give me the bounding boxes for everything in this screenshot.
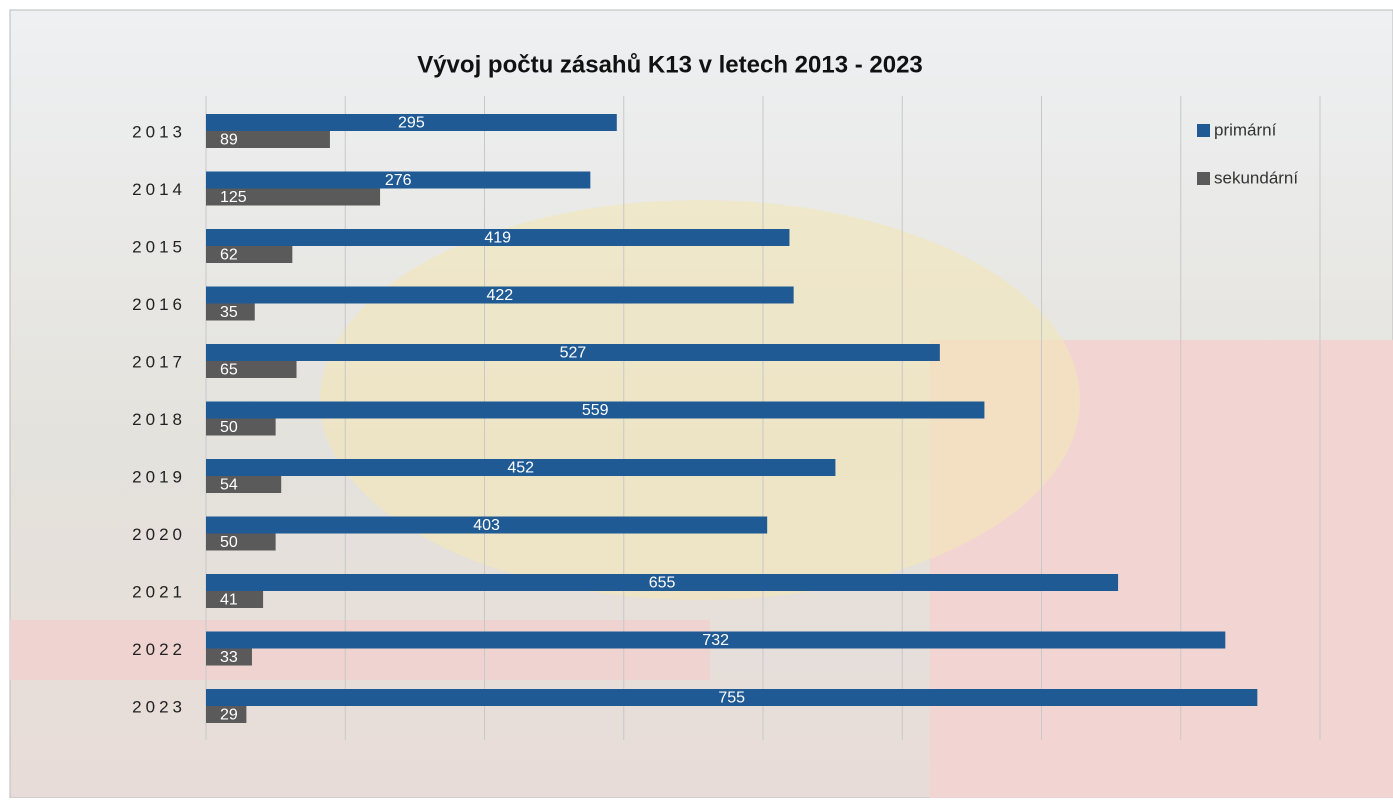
y-tick-label: 2018 <box>132 410 186 429</box>
y-tick-label: 2013 <box>132 122 186 141</box>
value-label: 527 <box>560 345 587 362</box>
value-label: 54 <box>220 477 238 494</box>
value-label: 755 <box>718 690 745 707</box>
value-label: 559 <box>582 402 609 419</box>
value-label: 419 <box>484 230 511 247</box>
y-tick-label: 2015 <box>132 237 186 256</box>
value-label: 403 <box>473 517 500 534</box>
y-tick-label: 2017 <box>132 352 186 371</box>
bar <box>206 419 276 436</box>
legend-label: sekundární <box>1214 168 1298 187</box>
chart: Vývoj počtu zásahů K13 v letech 2013 - 2… <box>0 0 1393 798</box>
value-label: 732 <box>702 632 729 649</box>
value-label: 29 <box>220 707 238 724</box>
bar <box>206 476 281 493</box>
value-label: 89 <box>220 132 238 149</box>
bar <box>206 246 292 263</box>
value-label: 295 <box>398 115 425 132</box>
value-label: 33 <box>220 649 238 666</box>
value-label: 50 <box>220 534 238 551</box>
y-tick-label: 2022 <box>132 640 186 659</box>
value-label: 276 <box>385 172 412 189</box>
y-tick-label: 2020 <box>132 525 186 544</box>
chart-title: Vývoj počtu zásahů K13 v letech 2013 - 2… <box>417 51 923 78</box>
y-tick-label: 2023 <box>132 697 186 716</box>
y-tick-label: 2016 <box>132 295 186 314</box>
y-tick-label: 2019 <box>132 467 186 486</box>
value-label: 655 <box>649 575 676 592</box>
value-label: 35 <box>220 304 238 321</box>
value-label: 65 <box>220 362 238 379</box>
value-label: 50 <box>220 419 238 436</box>
background-roof <box>10 620 710 680</box>
value-label: 62 <box>220 247 238 264</box>
legend-swatch <box>1197 172 1210 185</box>
y-tick-label: 2021 <box>132 582 186 601</box>
background-helicopter <box>320 200 1080 600</box>
bar <box>206 534 276 551</box>
legend-swatch <box>1197 124 1210 137</box>
legend-label: primární <box>1214 120 1277 139</box>
value-label: 422 <box>486 287 513 304</box>
value-label: 452 <box>507 460 534 477</box>
y-tick-label: 2014 <box>132 180 186 199</box>
value-label: 41 <box>220 592 238 609</box>
value-label: 125 <box>220 189 247 206</box>
